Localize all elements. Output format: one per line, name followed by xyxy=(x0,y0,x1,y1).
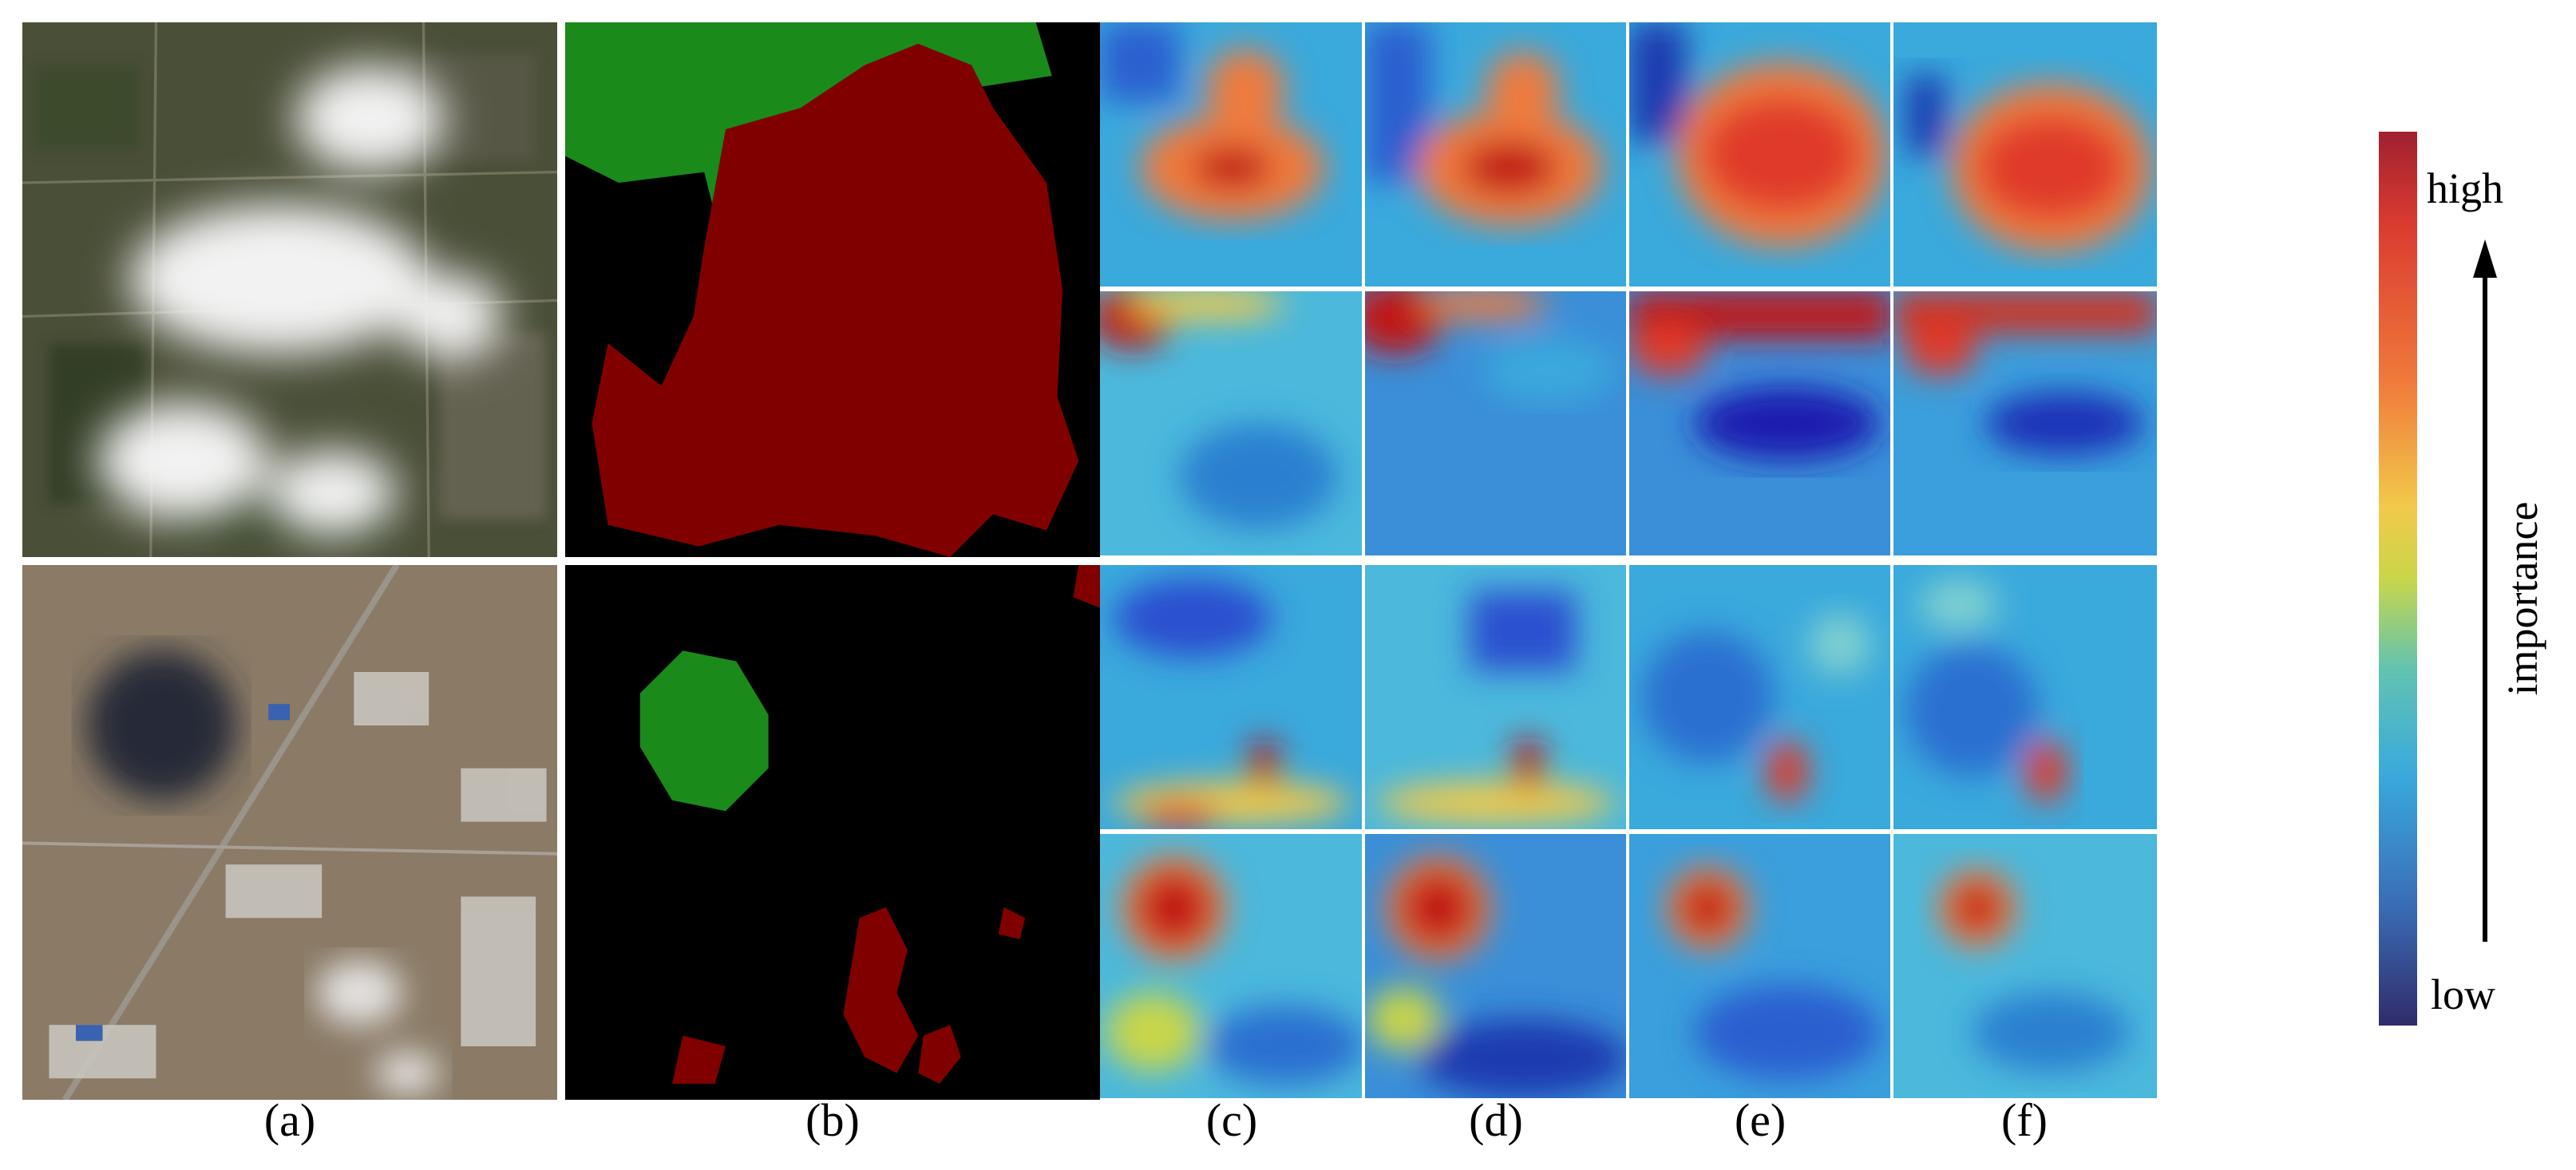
heatmap-c-row2 xyxy=(1100,291,1364,555)
heatmap-e-row3 xyxy=(1628,565,1893,829)
input-image-top xyxy=(22,22,557,557)
input-image-bottom xyxy=(22,565,557,1100)
scale-axis-label: importance xyxy=(2499,501,2546,696)
heatmap-f-row1 xyxy=(1893,22,2157,287)
heatmap-c-row1 xyxy=(1100,22,1364,287)
heatmap-f-row3 xyxy=(1893,565,2157,829)
scale-low-label: low xyxy=(2431,970,2495,1018)
heatmap-d-row2 xyxy=(1364,291,1628,555)
column-label-d: (d) xyxy=(1469,1094,1523,1146)
heatmap-e-row2 xyxy=(1628,291,1893,555)
column-label-e: (e) xyxy=(1734,1094,1787,1146)
column-label-b: (b) xyxy=(805,1094,860,1146)
column-label-f: (f) xyxy=(2001,1094,2048,1146)
column-label-c: (c) xyxy=(1205,1094,1258,1146)
heatmap-f-row2 xyxy=(1893,291,2157,555)
importance-colorbar xyxy=(2379,132,2417,1026)
heatmap-d-row1 xyxy=(1364,22,1628,287)
mask-top xyxy=(565,22,1100,557)
heatmap-c-row3 xyxy=(1100,565,1364,829)
arrow-up-icon xyxy=(2473,239,2497,942)
heatmap-f-row4 xyxy=(1893,834,2157,1098)
mask-bottom xyxy=(565,565,1100,1100)
column-label-a: (a) xyxy=(263,1094,316,1146)
scale-high-label: high xyxy=(2427,164,2504,212)
heatmap-d-row4 xyxy=(1364,834,1628,1098)
heatmap-c-row4 xyxy=(1100,834,1364,1098)
heatmap-e-row1 xyxy=(1628,22,1893,287)
heatmap-d-row3 xyxy=(1364,565,1628,829)
heatmap-e-row4 xyxy=(1628,834,1893,1098)
